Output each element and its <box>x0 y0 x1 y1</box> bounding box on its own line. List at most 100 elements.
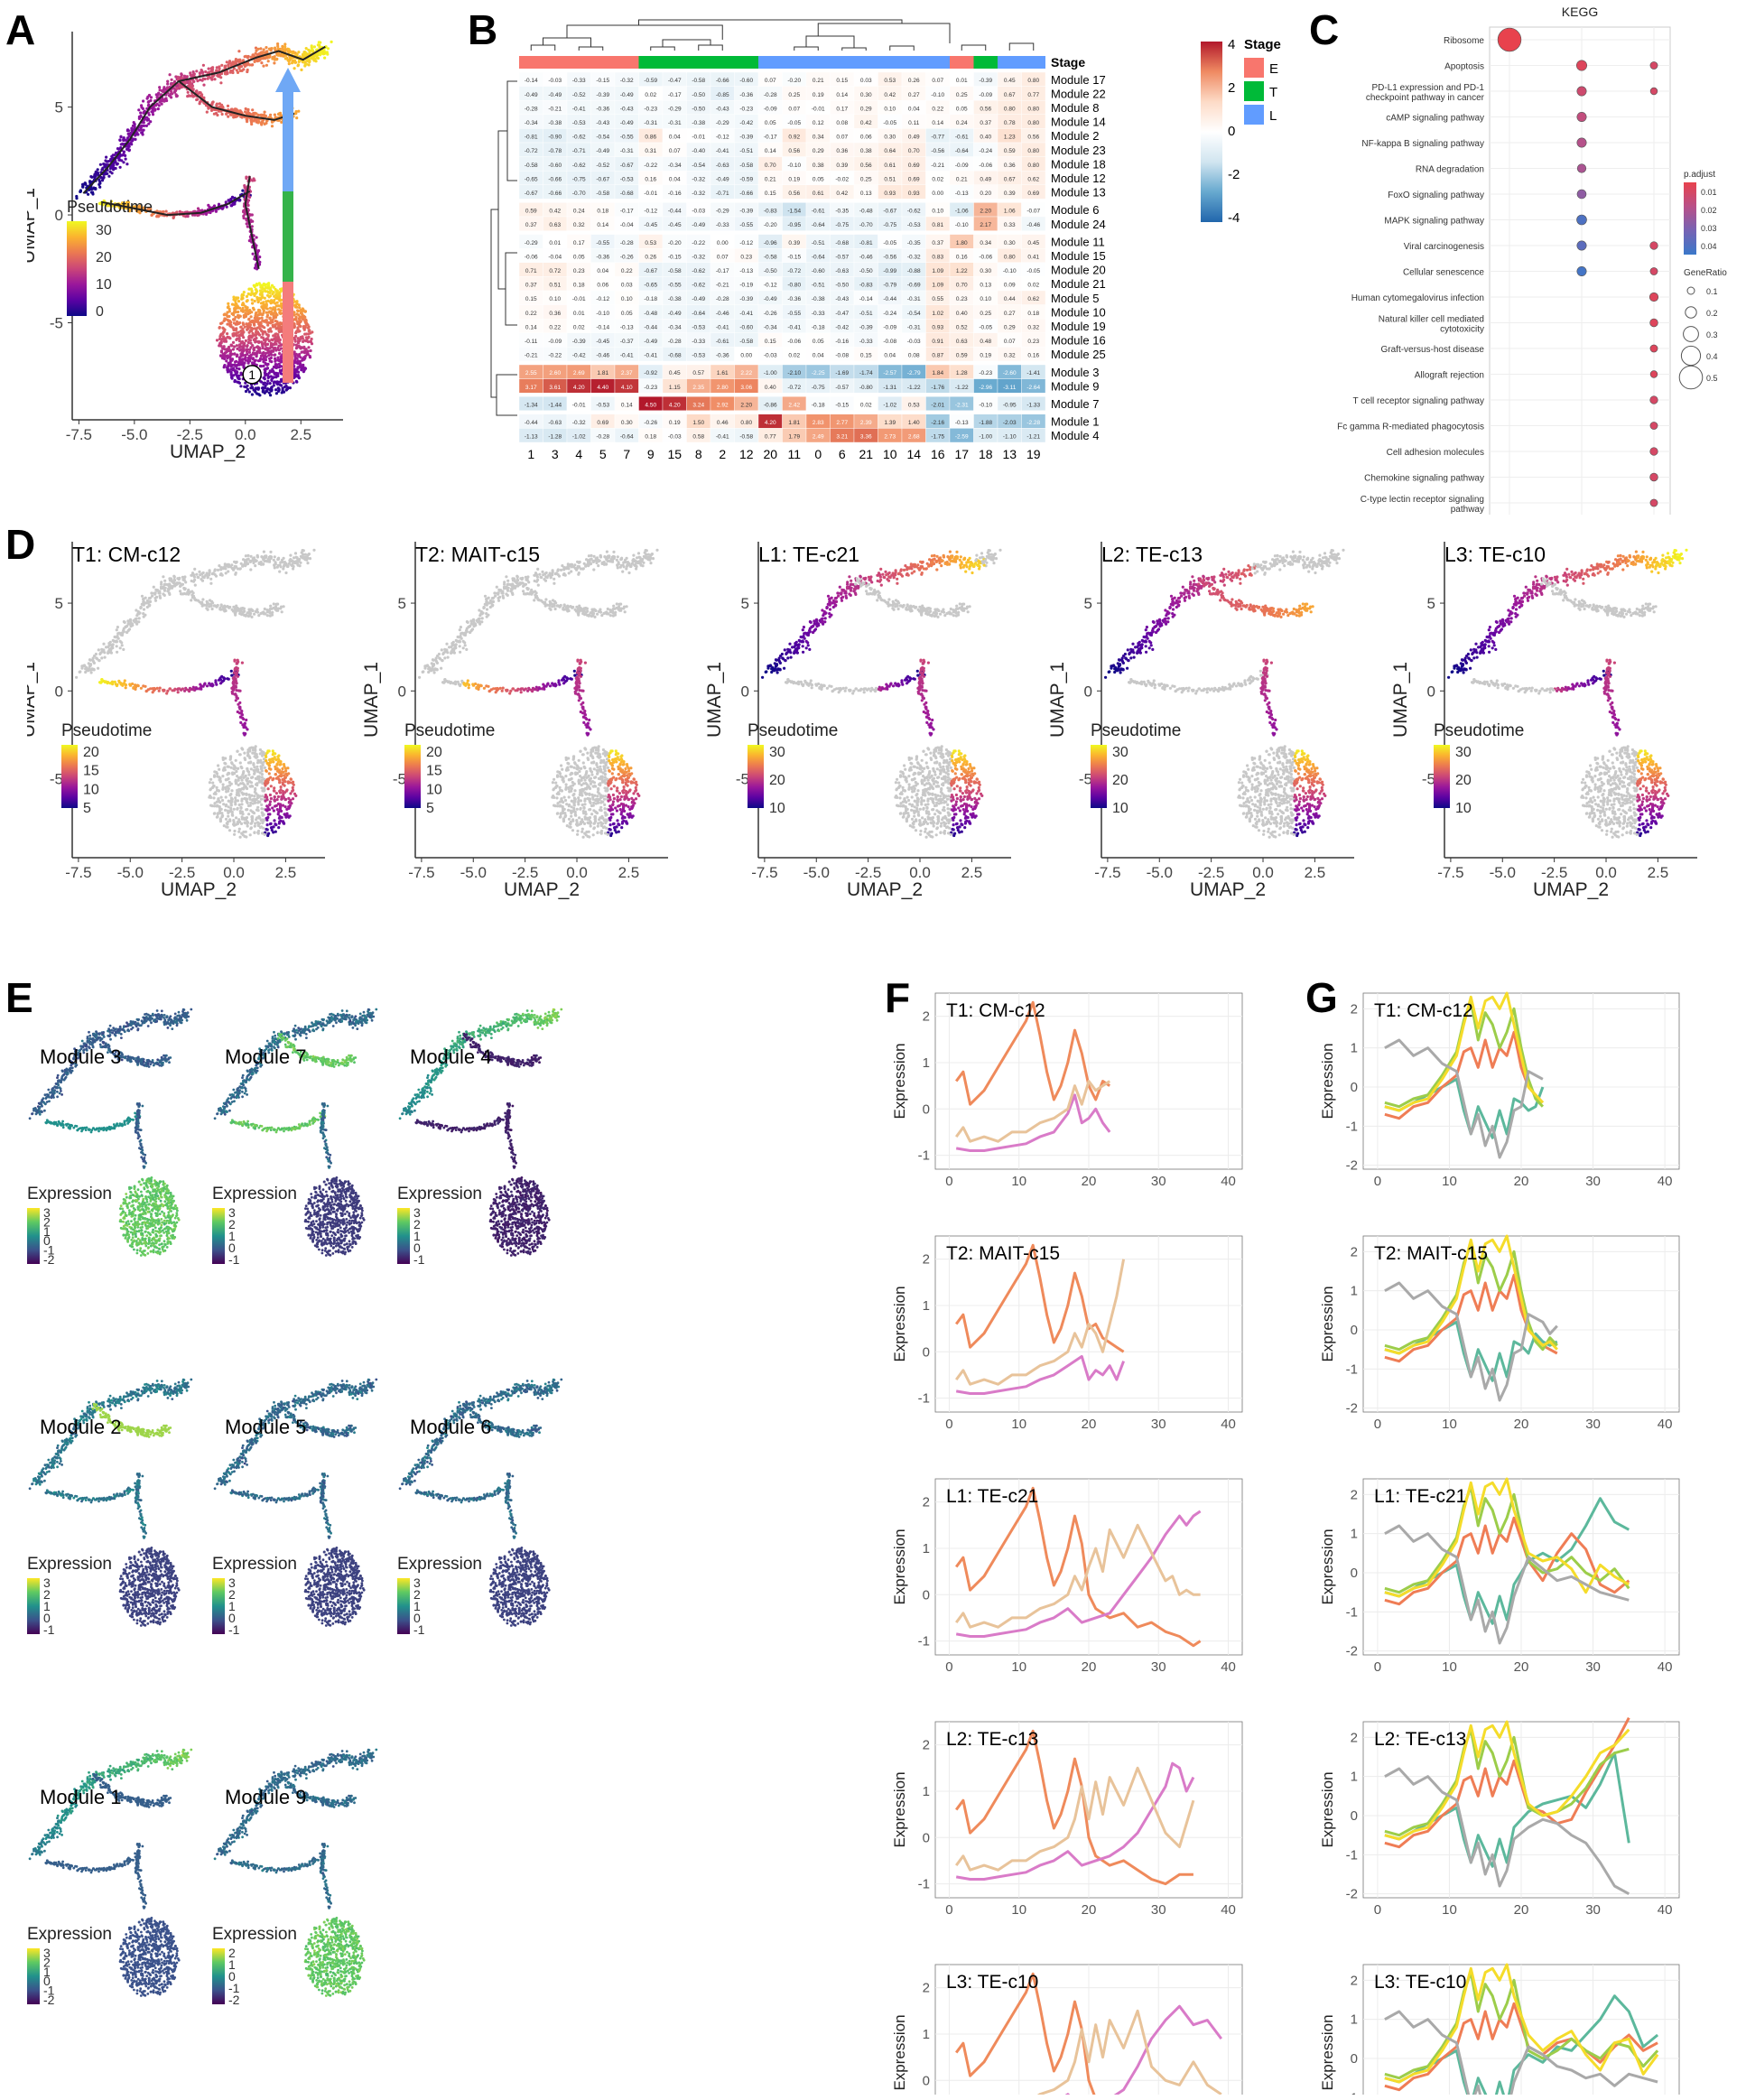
enrichment-dot <box>1575 60 1587 71</box>
heatmap-cell-value: 0.31 <box>645 148 656 154</box>
heatmap-cell-value: 0.80 <box>740 420 752 426</box>
cell-point <box>118 138 122 142</box>
cell-point <box>287 48 291 51</box>
cell-point <box>309 348 312 353</box>
cell-point <box>273 786 276 790</box>
cell-point <box>257 312 261 316</box>
stage-cell <box>663 56 687 69</box>
cell-point <box>250 330 254 333</box>
heatmap-cell-value: -1.00 <box>764 370 777 376</box>
heatmap-cell-value: 1.06 <box>1004 209 1016 215</box>
cell-point <box>247 390 251 394</box>
cell-point <box>291 785 294 790</box>
cell-point <box>237 343 242 347</box>
heatmap-cell-value: 0.00 <box>717 240 729 246</box>
cell-point <box>292 788 295 792</box>
cell-point <box>229 365 233 368</box>
cell-point <box>254 333 257 337</box>
cell-point <box>293 360 297 364</box>
heatmap-cell-value: 0.02 <box>1027 283 1039 289</box>
heatmap-cell-value: 0.16 <box>645 176 656 182</box>
heatmap-cell-value: -0.39 <box>859 324 873 330</box>
cell-point <box>260 336 264 339</box>
cell-point <box>137 108 141 112</box>
cell-point <box>255 60 259 63</box>
stage-bar-late <box>283 92 293 191</box>
legend-tick-label: 0.1 <box>1706 287 1718 296</box>
cell-point <box>229 371 233 376</box>
heatmap-cell-value: 0.05 <box>765 120 776 126</box>
cell-point <box>271 749 274 753</box>
heatmap-cell-value: -0.99 <box>883 268 896 274</box>
cell-point <box>254 386 258 390</box>
cell-point <box>178 85 181 88</box>
cell-point <box>258 748 262 752</box>
row-label: Module 24 <box>1051 218 1106 231</box>
heatmap-cell-value: -0.15 <box>835 402 849 408</box>
cell-point <box>226 332 229 336</box>
heatmap-cell-value: 3.21 <box>836 434 848 441</box>
heatmap-cell-value: -0.01 <box>812 106 825 112</box>
heatmap-cell-value: -0.83 <box>764 209 777 215</box>
heatmap-cell-value: 0.91 <box>932 339 943 345</box>
heatmap-cell-value: -0.50 <box>764 268 777 274</box>
heatmap-cell-value: 0.53 <box>884 78 896 84</box>
cell-point <box>258 816 262 820</box>
heatmap-cell-value: -0.14 <box>525 78 538 84</box>
cell-point <box>230 352 234 356</box>
heatmap-cell-value: 0.14 <box>932 120 943 126</box>
cell-point <box>229 766 233 769</box>
cell-point <box>255 283 259 287</box>
cell-point <box>169 92 172 96</box>
cell-point <box>99 176 103 180</box>
heatmap-cell-value: 0.04 <box>813 353 824 359</box>
heatmap-cell-value: 0.15 <box>836 78 848 84</box>
heatmap-cell-value: -0.67 <box>883 209 896 215</box>
heatmap-cell-value: 0.14 <box>621 402 633 408</box>
cell-point <box>274 332 278 336</box>
heatmap-cell-value: -0.39 <box>739 135 753 141</box>
cell-point <box>241 354 245 358</box>
cell-point <box>235 793 238 796</box>
x-tick-label: 0.0 <box>223 864 245 881</box>
cell-point <box>91 192 95 196</box>
heatmap-cell-value: 2.73 <box>884 434 896 441</box>
heatmap-cell-value: -0.01 <box>572 296 586 302</box>
cell-point <box>231 367 235 371</box>
cell-point <box>299 311 303 315</box>
cell-point <box>154 93 158 97</box>
cell-point <box>265 809 269 813</box>
cell-point <box>274 325 277 329</box>
heatmap-cell-value: 0.41 <box>1027 254 1039 260</box>
heatmap-cell-value: -0.09 <box>548 339 562 345</box>
heatmap-cell-value: -0.39 <box>572 339 586 345</box>
heatmap-cell-value: -0.51 <box>859 311 873 317</box>
cell-point <box>303 64 307 68</box>
cell-point <box>251 302 255 305</box>
cell-point <box>251 776 255 779</box>
heatmap-cell-value: -0.47 <box>835 311 849 317</box>
dendrogram-branch <box>805 35 855 48</box>
heatmap-cell-value: -0.06 <box>979 163 992 169</box>
cell-point <box>245 312 248 316</box>
heatmap-cell-value: -0.05 <box>883 120 896 126</box>
heatmap-cell-value: -2.03 <box>1003 420 1017 426</box>
cell-point <box>232 331 236 335</box>
heatmap-cell-value: -0.12 <box>764 283 777 289</box>
cell-point <box>258 324 262 328</box>
cell-point <box>215 785 218 789</box>
stage-legend-label: L <box>1269 108 1277 124</box>
heatmap-cell-value: -0.54 <box>596 135 609 141</box>
cell-point <box>244 381 247 385</box>
cell-point <box>248 323 252 327</box>
cell-point <box>225 359 228 363</box>
heatmap-cell-value: 0.14 <box>836 92 848 98</box>
heatmap-cell-value: -0.63 <box>548 420 562 426</box>
stage-cell <box>902 56 926 69</box>
cell-point <box>263 296 266 300</box>
cell-point <box>180 76 183 79</box>
legend-tick-label: 0.01 <box>1701 188 1717 197</box>
y-axis-label: UMAP_1 <box>27 188 39 264</box>
cell-point <box>296 310 300 313</box>
cell-point <box>246 776 250 780</box>
